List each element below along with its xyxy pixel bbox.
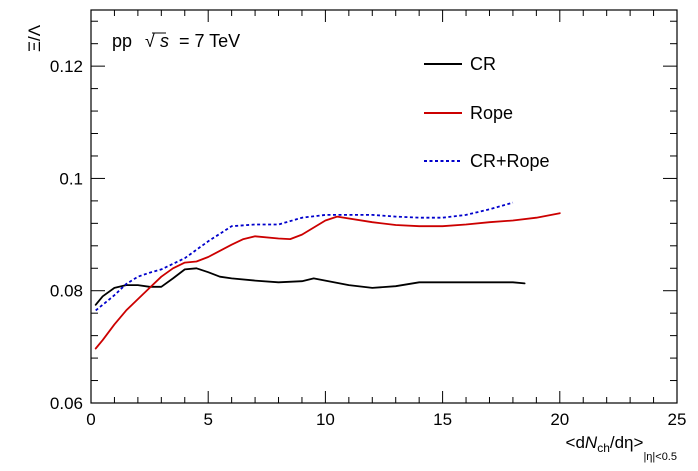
x-tick-label: 0 [86, 410, 95, 429]
x-tick-label: 5 [203, 410, 212, 429]
y-tick-label: 0.1 [59, 169, 83, 188]
plot-frame [90, 9, 678, 404]
x-tick-label: 15 [433, 410, 452, 429]
x-label-range: |η|<0.5 [643, 451, 677, 463]
legend-label-cr: CR [470, 54, 496, 74]
y-tick-label: 0.06 [50, 394, 83, 413]
x-label-middle: /dη> [610, 433, 644, 452]
series-layer [94, 201, 561, 350]
x-tick-label: 20 [550, 410, 569, 429]
series-line-rope [94, 212, 561, 350]
legend-label-rope: Rope [470, 103, 513, 123]
energy-label: pp √ s = 7 TeV [112, 31, 240, 51]
x-label-sub: ch [597, 441, 610, 455]
x-tick-label: 25 [668, 410, 687, 429]
energy-variable: s [160, 31, 169, 51]
legend-label-cr-rope: CR+Rope [470, 151, 550, 171]
y-tick-label: 0.12 [50, 57, 83, 76]
legend: CR Rope CR+Rope [424, 54, 550, 171]
series-line-cr [94, 267, 526, 306]
y-axis-label: Ξ/Λ [25, 24, 44, 52]
ticks-layer [90, 10, 678, 404]
y-tick-label: 0.08 [50, 282, 83, 301]
sqrt-symbol: √ [145, 31, 155, 51]
energy-suffix: = 7 TeV [179, 31, 240, 51]
x-tick-label: 10 [316, 410, 335, 429]
x-label-open: <d [566, 433, 585, 452]
tick-labels-layer: 0 5 10 15 20 25 0.06 0.08 0.1 0.12 [50, 57, 687, 429]
x-axis-label: <dNch/dη>|η|<0.5 [566, 433, 677, 463]
energy-prefix: pp [112, 31, 132, 51]
x-label-var: N [585, 433, 598, 452]
